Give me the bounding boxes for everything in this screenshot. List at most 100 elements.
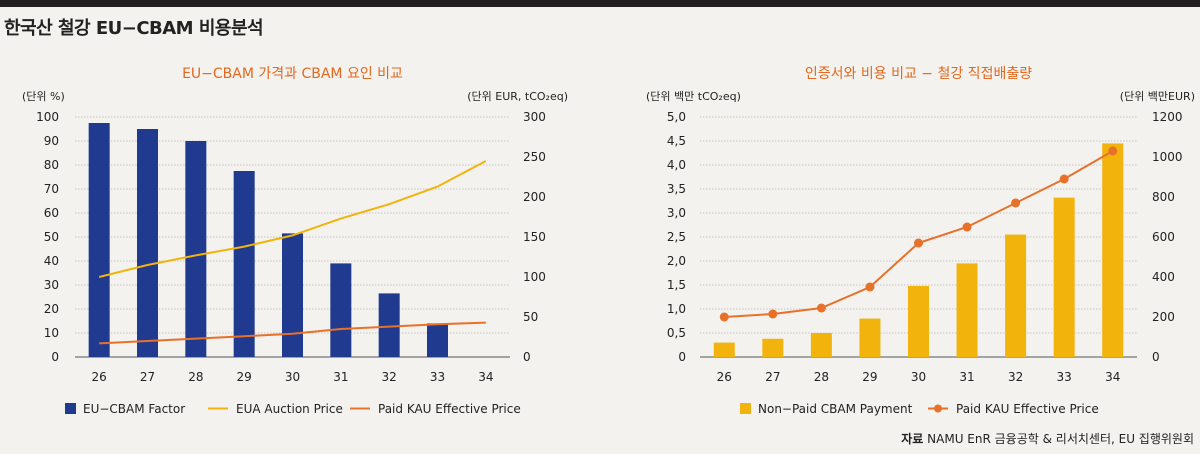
y-right-unit-label: (단위 백만EUR) [1120,90,1195,103]
x-tick-label: 30 [285,370,300,384]
legend-swatch [740,403,751,414]
series-point-1-33 [1059,174,1069,184]
series-point-1-26 [719,312,729,322]
bar-0-29 [233,171,255,357]
x-tick-label: 28 [814,370,829,384]
source-note: 자료 NAMU EnR 금융공학 & 리서치센터, EU 집행위원회 [901,430,1194,447]
y-left-tick-label: 1,0 [667,302,686,316]
page-title: 한국산 철강 EU−CBAM 비용분석 [4,18,264,39]
y-left-unit-label: (단위 백만 tCO₂eq) [646,90,741,103]
y-left-tick-label: 2,5 [667,230,686,244]
y-left-tick-label: 4,5 [667,134,686,148]
y-right-tick-label: 300 [523,110,546,124]
y-left-tick-label: 20 [44,302,59,316]
y-left-tick-label: 3,5 [667,182,686,196]
y-left-tick-label: 10 [44,326,59,340]
y-left-tick-label: 5,0 [667,110,686,124]
y-right-tick-label: 0 [1152,350,1160,364]
legend-label: Non−Paid CBAM Payment [758,402,913,416]
y-right-tick-label: 100 [523,270,546,284]
y-right-tick-label: 0 [523,350,531,364]
y-left-tick-label: 3,0 [667,206,686,220]
bar-0-31 [330,263,352,357]
bar-0-34 [1102,143,1124,357]
x-tick-label: 27 [765,370,780,384]
y-left-tick-label: 60 [44,206,59,220]
legend-marker [934,404,942,413]
y-right-tick-label: 1000 [1152,150,1183,164]
x-tick-label: 31 [959,370,974,384]
y-left-tick-label: 4,0 [667,158,686,172]
series-line-1 [98,160,487,278]
x-tick-label: 34 [1105,370,1120,384]
chart-title: EU−CBAM 가격과 CBAM 요인 비교 [182,66,403,82]
series-point-1-27 [768,309,778,319]
y-left-tick-label: 30 [44,278,59,292]
bar-0-33 [427,323,448,357]
x-tick-label: 26 [717,370,732,384]
series-point-1-34 [1108,146,1118,156]
series-point-1-29 [865,282,875,292]
y-left-tick-label: 100 [36,110,59,124]
y-left-tick-label: 1,5 [667,278,686,292]
legend-label: Paid KAU Effective Price [956,402,1099,416]
y-right-tick-label: 400 [1152,270,1175,284]
y-left-tick-label: 0 [678,350,686,364]
bar-0-32 [378,293,400,357]
y-right-tick-label: 600 [1152,230,1175,244]
bar-0-33 [1053,197,1075,357]
y-left-tick-label: 0,5 [667,326,686,340]
x-tick-label: 32 [382,370,397,384]
x-tick-label: 27 [140,370,155,384]
y-right-tick-label: 250 [523,150,546,164]
y-right-tick-label: 150 [523,230,546,244]
bar-0-29 [859,318,881,357]
y-right-unit-label: (단위 EUR, tCO₂eq) [467,90,568,103]
x-tick-label: 33 [430,370,445,384]
legend-label: Paid KAU Effective Price [378,402,521,416]
series-point-1-30 [914,238,923,248]
y-left-unit-label: (단위 %) [22,90,65,103]
source-label: 자료 [901,432,924,446]
x-tick-label: 28 [188,370,203,384]
x-tick-label: 33 [1057,370,1072,384]
x-tick-label: 30 [911,370,926,384]
y-left-tick-label: 0 [51,350,59,364]
y-left-tick-label: 80 [44,158,59,172]
y-right-tick-label: 200 [1152,310,1175,324]
y-right-tick-label: 200 [523,190,546,204]
bar-0-28 [810,333,832,357]
bar-0-32 [1005,234,1027,357]
bar-0-31 [956,263,978,357]
legend-swatch [65,403,76,414]
chart-title: 인증서와 비용 비교 − 철강 직접배출량 [805,66,1032,82]
series-point-1-31 [962,222,972,232]
series-point-1-32 [1011,198,1021,208]
x-tick-label: 31 [333,370,348,384]
chart-certificate-cost: 인증서와 비용 비교 − 철강 직접배출량 (단위 백만 tCO₂eq) (단위 백… [646,66,1195,416]
y-right-tick-label: 800 [1152,190,1175,204]
x-tick-label: 34 [478,370,493,384]
legend-label: EUA Auction Price [236,402,343,416]
top-border-bar [0,0,1200,7]
x-tick-label: 26 [92,370,107,384]
y-right-tick-label: 1200 [1152,110,1183,124]
x-tick-label: 29 [237,370,252,384]
y-left-tick-label: 2,0 [667,254,686,268]
bar-0-30 [282,233,303,357]
series-point-1-28 [816,303,826,313]
bar-0-30 [908,285,929,357]
bar-0-27 [762,338,784,357]
chart-cbam-price-factor: EU−CBAM 가격과 CBAM 요인 비교 (단위 %) (단위 EUR, tCO… [22,66,568,416]
source-text: NAMU EnR 금융공학 & 리서치센터, EU 집행위원회 [927,432,1194,446]
x-tick-label: 32 [1008,370,1023,384]
series-line-2 [99,321,486,345]
x-tick-label: 29 [862,370,877,384]
bar-0-28 [185,141,207,357]
bar-0-27 [137,129,158,357]
legend-label: EU−CBAM Factor [83,402,185,416]
bar-0-26 [88,123,110,357]
y-left-tick-label: 90 [44,134,59,148]
y-left-tick-label: 50 [44,230,59,244]
y-left-tick-label: 40 [44,254,59,268]
